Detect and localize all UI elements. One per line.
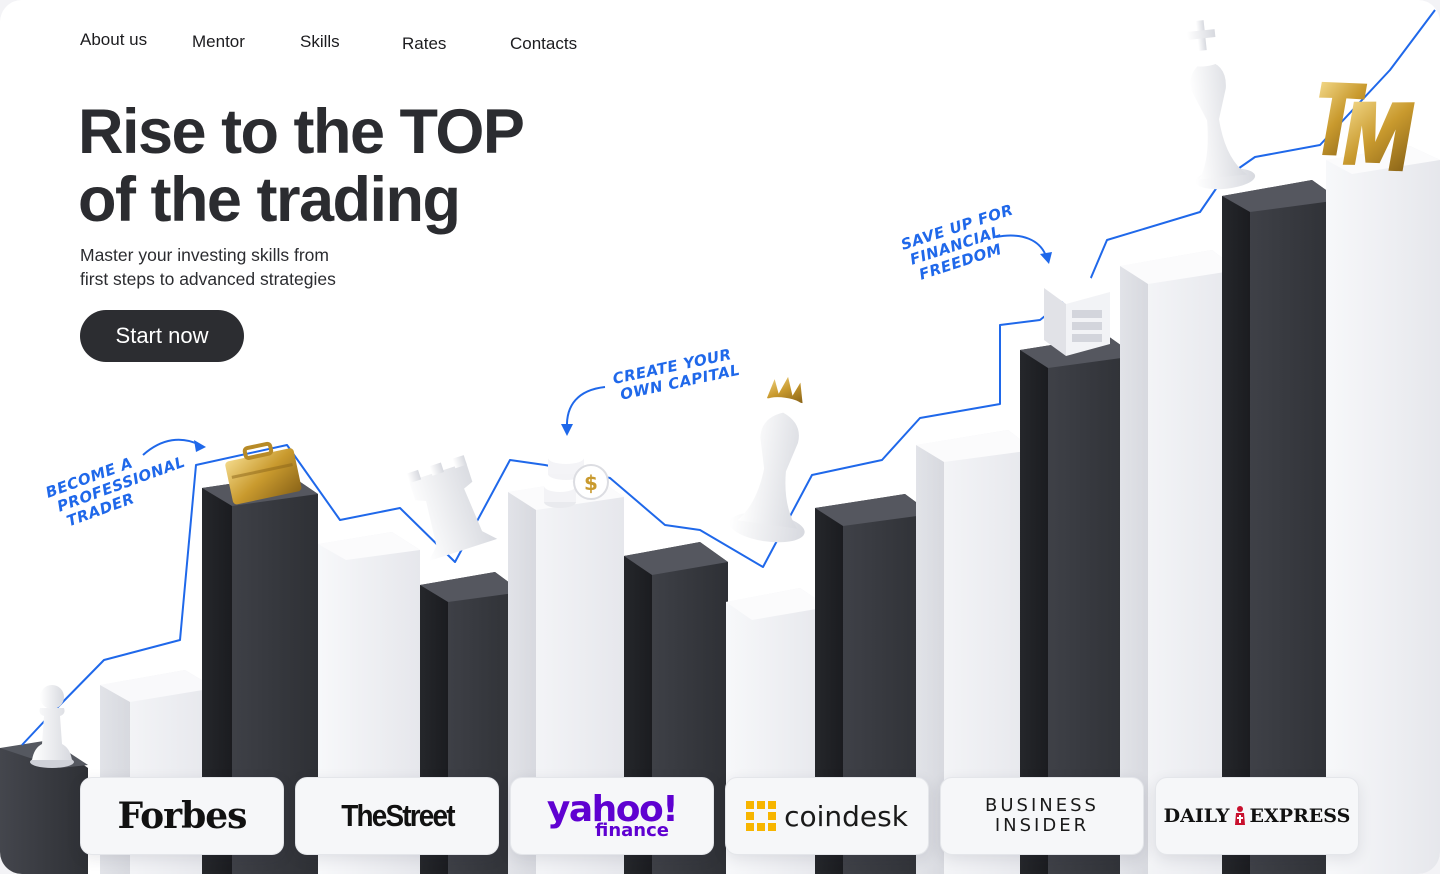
subtitle-line-2: first steps to advanced strategies — [80, 269, 336, 289]
yahoo-finance-logo: yahoo! finance — [546, 789, 679, 841]
coindesk-mark-icon — [746, 801, 777, 831]
nav-contacts[interactable]: Contacts — [510, 34, 578, 53]
thestreet-logo: TheStreet — [340, 798, 455, 833]
arrow-2 — [565, 386, 606, 429]
nav-mentor[interactable]: Mentor — [192, 32, 245, 51]
page-title: Rise to the TOP of the trading — [78, 97, 525, 235]
queen-icon — [729, 376, 805, 543]
title-line-2: of the trading — [78, 165, 461, 235]
bar-13 — [1222, 180, 1340, 874]
bar-14 — [1326, 146, 1440, 874]
nav-skills[interactable]: Skills — [300, 32, 340, 51]
arrow-1 — [142, 438, 201, 456]
forbes-logo: Forbes — [117, 795, 248, 837]
bi-line-1: BUSINESS — [985, 795, 1099, 816]
bi-line-2: INSIDER — [994, 815, 1090, 836]
press-card-thestreet[interactable]: TheStreet — [295, 777, 499, 855]
note-financial-freedom: SAVE UP FOR FINANCIAL FREEDOM — [899, 201, 1016, 284]
arrow-3 — [995, 234, 1047, 257]
press-card-daily-express[interactable]: DAILY EXPRESS — [1155, 777, 1359, 855]
daily-express-logo: DAILY EXPRESS — [1164, 805, 1351, 827]
daily-right: EXPRESS — [1249, 805, 1351, 827]
trend-line — [21, 9, 1436, 746]
bar-12 — [1120, 250, 1238, 874]
svg-text:$: $ — [584, 471, 598, 495]
press-card-business-insider[interactable]: BUSINESS INSIDER — [940, 777, 1144, 855]
pawn-icon — [30, 685, 74, 768]
note-create-capital: CREATE YOUR OWN CAPITAL — [611, 345, 742, 404]
nav-rates[interactable]: Rates — [402, 34, 447, 53]
arrow-1-head — [194, 440, 206, 452]
press-card-forbes[interactable]: Forbes — [80, 777, 284, 855]
press-card-yahoo[interactable]: yahoo! finance — [510, 777, 714, 855]
yahoo-logo-bottom: finance — [595, 820, 669, 841]
yahoo-logo-top: yahoo! — [546, 789, 679, 830]
gold-letters-icon — [1319, 81, 1415, 172]
business-insider-logo: BUSINESS INSIDER — [985, 796, 1099, 836]
nav-about-us[interactable]: About us — [80, 30, 148, 49]
hero-subtitle: Master your investing skills from first … — [80, 243, 336, 291]
arrow-3-head — [1040, 252, 1052, 264]
start-now-button[interactable]: Start now — [80, 310, 244, 362]
safe-icon — [1044, 276, 1110, 356]
arrow-2-head — [561, 424, 573, 436]
king-icon — [1184, 20, 1256, 190]
coindesk-wordmark: coindesk — [784, 799, 908, 833]
briefcase-icon — [225, 441, 302, 505]
subtitle-line-1: Master your investing skills from — [80, 245, 329, 265]
coin-stack-icon: $ — [544, 452, 609, 508]
daily-left: DAILY — [1163, 805, 1230, 827]
crusader-icon — [1234, 806, 1245, 825]
coindesk-logo: coindesk — [746, 800, 908, 833]
rook-icon — [406, 455, 498, 562]
press-card-coindesk[interactable]: coindesk — [725, 777, 929, 855]
note-become-trader: BECOME A PROFESSIONAL TRADER — [43, 453, 187, 531]
bar-10 — [916, 430, 1034, 874]
title-line-1: Rise to the TOP — [78, 97, 525, 167]
